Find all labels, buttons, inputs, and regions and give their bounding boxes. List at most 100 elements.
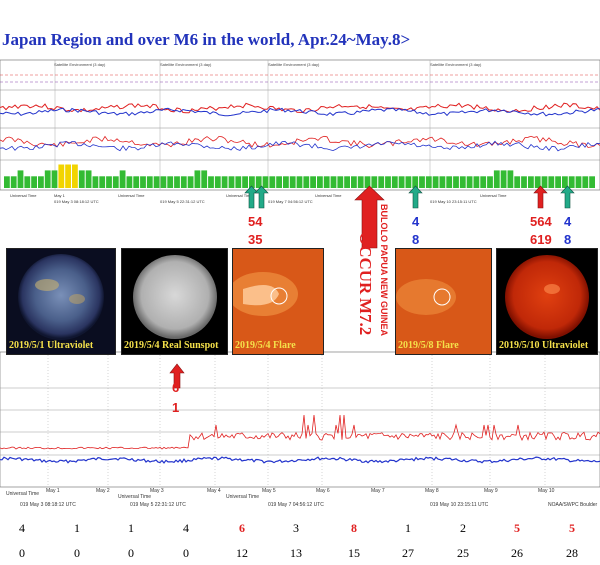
svg-text:019 May 3 08:18:12 UTC: 019 May 3 08:18:12 UTC — [54, 199, 99, 204]
green-arrow-4 — [560, 185, 575, 209]
green-arrow-2 — [254, 185, 269, 209]
stat-row2-value: 26 — [511, 546, 523, 560]
green-arrow-3 — [408, 185, 423, 209]
kp-bar — [24, 176, 31, 188]
kp-bar — [51, 170, 58, 188]
kp-bar — [31, 176, 37, 188]
svg-text:019 May 7 04:56:12 UTC: 019 May 7 04:56:12 UTC — [268, 199, 313, 204]
kp-bar — [228, 176, 235, 188]
kp-bar — [521, 176, 527, 188]
coronagraph-image-1 — [233, 249, 323, 354]
stat-row1-value: 5 — [569, 521, 575, 535]
kp-bar — [140, 176, 146, 188]
kp-bar — [541, 176, 548, 188]
kp-bar — [208, 176, 214, 188]
stat-row2-value: 0 — [74, 546, 80, 560]
svg-text:619: 619 — [530, 232, 552, 247]
goes-panel-upper: Satellite Environment (3 day) Satellite … — [0, 59, 600, 191]
kp-bar — [453, 176, 459, 188]
kp-bar — [446, 176, 453, 188]
svg-text:OCCUR: OCCUR — [356, 232, 375, 295]
svg-text:May 6: May 6 — [316, 488, 330, 494]
kp-bar — [378, 176, 385, 188]
kp-bar — [323, 176, 330, 188]
kp-bar — [419, 176, 425, 188]
event-arrows — [169, 185, 575, 389]
stat-row2-value: 0 — [19, 546, 25, 560]
kp-bar — [174, 176, 180, 188]
stat-row2-value: 25 — [457, 546, 469, 560]
kp-bar — [337, 176, 344, 188]
kp-bar — [493, 170, 500, 188]
stat-row1-value: 1 — [74, 521, 80, 535]
svg-text:019 May 7 04:56:12 UTC: 019 May 7 04:56:12 UTC — [268, 502, 324, 508]
stat-row1-value: 6 — [239, 521, 245, 535]
stat-row1-value: 5 — [514, 521, 520, 535]
kp-bar — [17, 170, 24, 188]
kp-bar — [507, 170, 514, 188]
thumb-caption: 2019/5/4 Flare — [235, 340, 296, 351]
stat-row1-value: 1 — [405, 521, 411, 535]
svg-text:Universal Time: Universal Time — [315, 193, 342, 198]
kp-bar — [242, 176, 248, 188]
kp-bar — [582, 176, 589, 188]
svg-text:Satellite Environment (3 day): Satellite Environment (3 day) — [430, 62, 482, 67]
kp-bar — [562, 176, 568, 188]
svg-text:35: 35 — [248, 232, 262, 247]
kp-bar — [391, 176, 398, 188]
svg-text:May 4: May 4 — [207, 488, 221, 494]
kp-bar — [133, 176, 140, 188]
svg-text:May 1: May 1 — [46, 488, 60, 494]
kp-bar — [106, 176, 112, 188]
stat-row1-value: 8 — [351, 521, 357, 535]
kp-bar — [187, 176, 194, 188]
kp-bar — [283, 176, 289, 188]
stat-row2-value: 15 — [348, 546, 360, 560]
kp-bar — [99, 176, 106, 188]
kp-index-bars — [4, 164, 595, 188]
kp-bar — [255, 176, 262, 188]
kp-bar — [214, 176, 221, 188]
kp-bar — [432, 176, 439, 188]
stat-row2-value: 0 — [128, 546, 134, 560]
svg-text:NOAA/SWPC Boulder: NOAA/SWPC Boulder — [548, 502, 598, 508]
kp-bar — [589, 176, 595, 188]
thumb-caption: 2019/5/1 Ultraviolet — [9, 340, 94, 351]
svg-text:1: 1 — [172, 400, 179, 415]
svg-text:May 7: May 7 — [371, 488, 385, 494]
kp-bar — [534, 176, 541, 188]
kp-bar — [568, 176, 575, 188]
kp-bar — [112, 176, 119, 188]
kp-bar — [119, 170, 126, 188]
kp-bar — [459, 176, 466, 188]
kp-bar — [262, 176, 269, 188]
stat-row2-value: 0 — [183, 546, 189, 560]
thumb-caption: 2019/5/4 Real Sunspot — [124, 340, 219, 351]
kp-bar — [487, 176, 493, 188]
kp-bar — [412, 176, 419, 188]
svg-text:8: 8 — [412, 232, 419, 247]
svg-text:May 1: May 1 — [54, 193, 66, 198]
kp-bar — [405, 176, 412, 188]
green-arrow-1 — [244, 185, 259, 209]
stat-row2-value: 13 — [290, 546, 302, 560]
kp-bar — [528, 176, 534, 188]
kp-bar — [276, 176, 282, 188]
svg-text:M7.2: M7.2 — [356, 298, 375, 335]
stat-row1-value: 2 — [460, 521, 466, 535]
kp-bar — [180, 176, 187, 188]
svg-text:May 2: May 2 — [96, 488, 110, 494]
kp-bar — [235, 176, 242, 188]
kp-bar — [439, 176, 446, 188]
upper-axis-labels: Universal Time May 1 Universal Time Univ… — [10, 193, 507, 204]
kp-bar — [221, 176, 228, 188]
kp-bar — [58, 164, 65, 188]
sun-euv-red-image — [505, 255, 589, 339]
svg-text:Universal Time: Universal Time — [226, 193, 253, 198]
kp-bar — [167, 176, 174, 188]
sun-euv-blue-image — [18, 254, 104, 340]
stat-row1-value: 4 — [19, 521, 25, 535]
svg-text:4: 4 — [564, 214, 572, 229]
stat-row2-value: 28 — [566, 546, 578, 560]
